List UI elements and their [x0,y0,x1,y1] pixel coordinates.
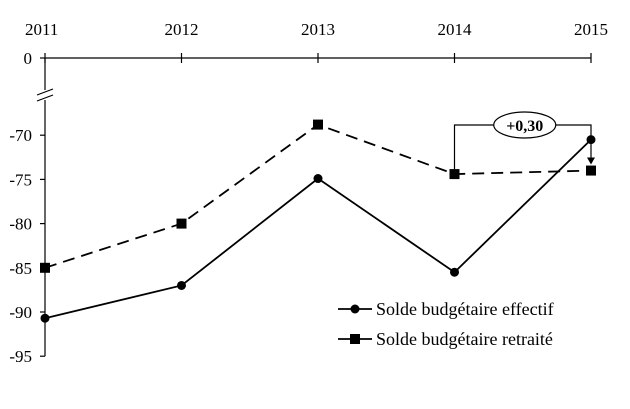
point-effectif-2013 [313,174,323,184]
point-retraite-2013 [313,119,323,130]
y-tick-label-0: 0 [24,49,33,68]
legend-label-retraite: Solde budgétaire retraité [376,329,553,349]
annotation-oval [493,111,557,139]
point-effectif-2012 [177,280,186,290]
ticks: 2011 2012 2013 2014 2015 0 -70 -75 -80 -85 -90 -95 [9,20,608,366]
point-retraite-2012 [176,218,187,229]
axis-break-mark-1 [36,88,54,96]
legend: Solde budgétaire effectif Solde budgétair… [338,299,554,349]
series-line-retraite [44,123,592,269]
x-tick-label-2015: 2015 [574,20,608,39]
point-effectif-2011 [40,313,50,323]
series-line-effectif [44,138,592,320]
point-effectif-2014 [450,267,459,277]
point-retraite-2015 [586,165,596,176]
annotation: +0,30 [453,111,595,170]
y-tick-label--95: -95 [9,347,32,366]
series-layer [40,119,596,323]
legend-marker-retraite [350,334,360,344]
y-tick-label--75: -75 [9,170,32,189]
x-tick-label-2013: 2013 [301,20,335,39]
y-tick-label--85: -85 [9,259,32,278]
x-tick-label-2011: 2011 [25,20,58,39]
legend-label-effectif: Solde budgétaire effectif [376,299,554,319]
axis-break-mark-2 [36,94,54,102]
y-tick-label--90: -90 [9,303,32,322]
x-tick-label-2012: 2012 [165,20,199,39]
legend-marker-effectif [350,304,360,314]
point-retraite-2011 [40,262,50,273]
y-tick-label--70: -70 [9,126,32,145]
annotation-arrow-head [587,157,595,165]
y-tick-label--80: -80 [9,215,32,234]
annotation-label: +0,30 [506,118,543,135]
x-tick-label-2014: 2014 [438,20,473,39]
point-retraite-2014 [449,169,460,180]
